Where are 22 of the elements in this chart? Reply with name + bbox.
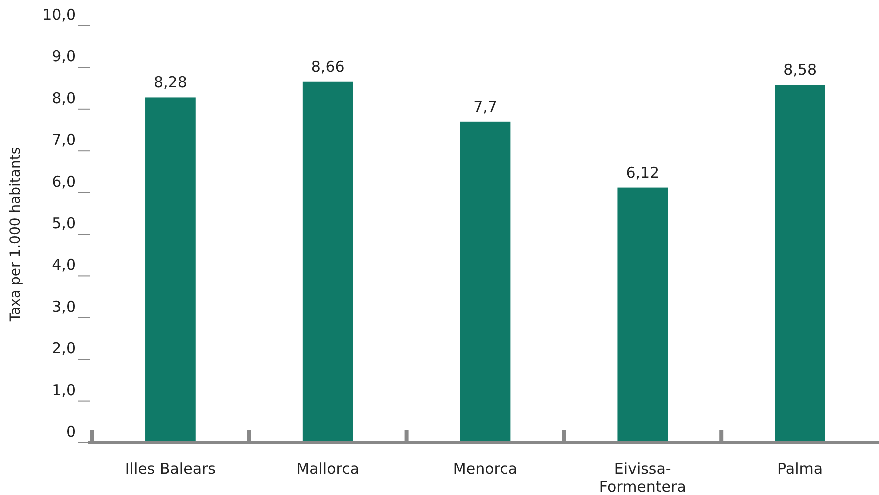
y-tick-label: 1,0 — [52, 381, 76, 400]
y-tick-label: 4,0 — [52, 256, 76, 274]
y-tick-label: 2,0 — [52, 340, 76, 358]
y-tick-label: 10,0 — [42, 6, 76, 24]
y-tick-label: 7,0 — [52, 131, 76, 150]
y-tick-label: 3,0 — [52, 298, 76, 316]
x-tick-label: Menorca — [453, 460, 518, 478]
data-label: 6,12 — [626, 164, 660, 182]
y-tick-label: 8,0 — [52, 89, 76, 108]
y-tick-label: 6,0 — [52, 172, 76, 191]
data-label: 8,58 — [784, 61, 818, 80]
y-tick-label: 0 — [66, 423, 76, 441]
data-label: 7,7 — [474, 98, 498, 116]
data-label: 8,28 — [154, 74, 188, 92]
data-label: 8,66 — [311, 58, 345, 76]
x-tick-label: Illes Balears — [125, 460, 216, 478]
x-tick-label: Mallorca — [296, 460, 360, 478]
y-axis-title: Taxa per 1.000 habitants — [8, 147, 24, 323]
x-tick-label: Palma — [778, 460, 824, 478]
y-tick-label: 9,0 — [52, 48, 76, 66]
y-tick-label: 5,0 — [52, 214, 76, 232]
x-tick-label: Eivissa-Formentera — [599, 460, 686, 495]
